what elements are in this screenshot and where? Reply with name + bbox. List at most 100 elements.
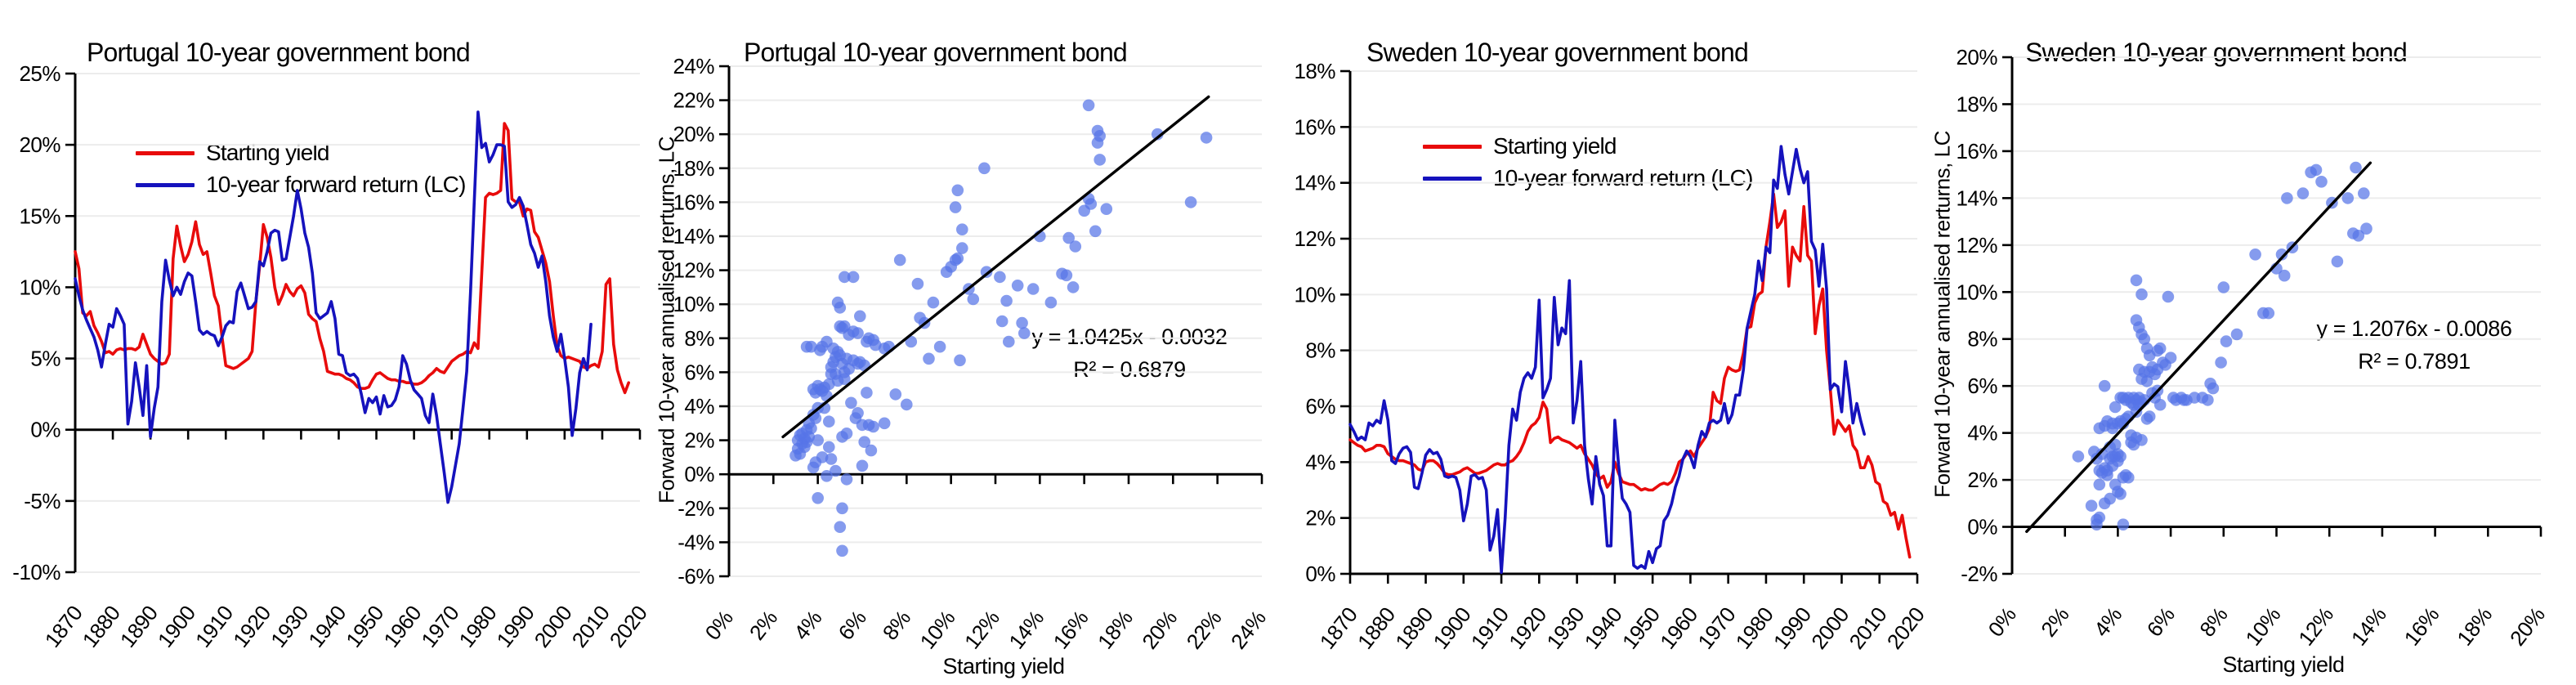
svg-text:1920: 1920 (228, 601, 275, 652)
chart-title-portugal-line: Portugal 10-year government bond (87, 38, 471, 67)
panel-sweden-scatter: Sweden 10-year government bond Forward 1… (1930, 0, 2576, 685)
svg-text:6%: 6% (684, 360, 714, 384)
svg-text:1990: 1990 (492, 601, 539, 652)
x-axis-label-sweden-scatter: Starting yield (2222, 652, 2345, 677)
legend-swatch-forward-return (1423, 176, 1482, 181)
svg-text:10%: 10% (1956, 280, 1997, 304)
legend-label-starting-yield: Starting yield (1493, 133, 1617, 159)
chart-title-sweden-line: Sweden 10-year government bond (1366, 38, 1749, 67)
svg-text:20%: 20% (1137, 606, 1182, 654)
svg-text:1890: 1890 (1390, 602, 1438, 654)
svg-text:20%: 20% (1956, 45, 1997, 69)
svg-text:18%: 18% (2452, 602, 2497, 651)
regression-r2-sweden: R² = 0.7891 (2358, 349, 2471, 374)
regression-annotation-portugal: y = 1.0425x - 0.0032 R² = 0.6879 (1032, 320, 1228, 386)
svg-text:14%: 14% (1956, 186, 1997, 210)
svg-text:10%: 10% (2240, 602, 2285, 651)
svg-text:16%: 16% (673, 190, 714, 214)
svg-text:1870: 1870 (1315, 602, 1362, 654)
svg-text:0%: 0% (1967, 515, 1997, 539)
svg-text:25%: 25% (19, 61, 60, 86)
svg-text:22%: 22% (673, 88, 714, 113)
svg-text:4%: 4% (1967, 421, 1997, 445)
svg-text:0%: 0% (1983, 602, 2021, 642)
svg-text:8%: 8% (2194, 602, 2232, 642)
svg-text:-6%: -6% (678, 564, 714, 589)
svg-text:2010: 2010 (1844, 602, 1891, 654)
svg-text:2020: 2020 (1882, 602, 1930, 654)
regression-equation-portugal: y = 1.0425x - 0.0032 (1031, 325, 1228, 349)
svg-text:18%: 18% (1956, 92, 1997, 116)
svg-text:22%: 22% (1182, 606, 1227, 654)
svg-text:24%: 24% (673, 54, 714, 78)
svg-text:1910: 1910 (1466, 602, 1514, 654)
svg-text:6%: 6% (834, 606, 871, 645)
svg-text:2%: 2% (1305, 506, 1335, 531)
legend-swatch-forward-return (136, 182, 195, 187)
sweden-scatter-plot: -2%0%2%4%6%8%10%12%14%16%18%20%0% 2% 4% 6% 8… (1956, 45, 2550, 651)
svg-text:12%: 12% (1956, 233, 1997, 257)
svg-text:1920: 1920 (1504, 602, 1551, 654)
svg-text:12%: 12% (673, 258, 714, 283)
svg-text:1970: 1970 (416, 601, 463, 652)
svg-text:1940: 1940 (303, 601, 351, 652)
svg-text:1900: 1900 (153, 601, 200, 652)
svg-text:1950: 1950 (1617, 602, 1665, 654)
svg-text:1900: 1900 (1429, 602, 1476, 654)
svg-text:10%: 10% (673, 292, 714, 316)
svg-text:1970: 1970 (1693, 602, 1740, 654)
svg-text:1980: 1980 (1731, 602, 1778, 654)
svg-text:-4%: -4% (678, 530, 714, 554)
panel-portugal-scatter: Portugal 10-year government bond Forward… (644, 0, 1288, 685)
legend-item-forward-return: 10-year forward return (LC) (1423, 164, 1753, 192)
svg-text:0%: 0% (1305, 562, 1335, 586)
svg-text:14%: 14% (1294, 171, 1335, 195)
svg-text:16%: 16% (1294, 114, 1335, 139)
svg-text:18%: 18% (1093, 606, 1138, 654)
legend-swatch-starting-yield (1423, 144, 1482, 149)
svg-text:8%: 8% (1305, 338, 1335, 363)
svg-text:-5%: -5% (24, 489, 60, 513)
svg-text:10%: 10% (915, 606, 960, 654)
svg-text:15%: 15% (19, 204, 60, 228)
svg-text:1960: 1960 (1655, 602, 1702, 654)
svg-text:4%: 4% (684, 394, 714, 419)
svg-text:20%: 20% (19, 132, 60, 157)
svg-text:16%: 16% (1956, 139, 1997, 163)
svg-text:18%: 18% (1294, 59, 1335, 83)
svg-text:16%: 16% (1049, 606, 1093, 654)
legend-item-starting-yield: Starting yield (1423, 132, 1753, 160)
svg-text:2000: 2000 (530, 601, 577, 652)
svg-text:4%: 4% (789, 606, 826, 645)
svg-text:2000: 2000 (1806, 602, 1854, 654)
svg-text:1990: 1990 (1769, 602, 1816, 654)
svg-text:8%: 8% (878, 606, 915, 645)
svg-text:1880: 1880 (78, 601, 125, 652)
chart-title-portugal-scatter: Portugal 10-year government bond (744, 38, 1128, 67)
panel-sweden-line: Sweden 10-year government bond Starting … (1288, 0, 1932, 685)
svg-text:1880: 1880 (1353, 602, 1400, 654)
svg-text:2%: 2% (684, 428, 714, 453)
svg-text:18%: 18% (673, 156, 714, 181)
svg-text:2010: 2010 (567, 601, 615, 652)
svg-text:24%: 24% (1226, 606, 1271, 654)
svg-text:-2%: -2% (1961, 562, 1997, 586)
svg-text:2%: 2% (745, 606, 782, 645)
svg-text:6%: 6% (1967, 374, 1997, 398)
svg-text:10%: 10% (1294, 282, 1335, 307)
svg-text:6%: 6% (2142, 602, 2180, 642)
svg-text:14%: 14% (1004, 606, 1049, 654)
regression-equation-sweden: y = 1.2076x - 0.0086 (2316, 316, 2512, 341)
svg-text:12%: 12% (1294, 226, 1335, 251)
svg-text:5%: 5% (30, 347, 60, 371)
svg-text:4%: 4% (1305, 450, 1335, 474)
svg-text:14%: 14% (673, 224, 714, 248)
legend-sweden: Starting yield 10-year forward return (L… (1423, 132, 1753, 192)
svg-text:1960: 1960 (378, 601, 426, 652)
portugal-line-plot: -10%-5%0%5%10%15%20%25%18701880189019001… (12, 61, 651, 652)
svg-text:20%: 20% (2505, 602, 2550, 651)
regression-annotation-sweden: y = 1.2076x - 0.0086 R² = 0.7891 (2317, 312, 2512, 378)
x-axis-label-portugal-scatter: Starting yield (942, 654, 1065, 678)
svg-text:12%: 12% (959, 606, 1004, 654)
svg-text:16%: 16% (2399, 602, 2444, 651)
